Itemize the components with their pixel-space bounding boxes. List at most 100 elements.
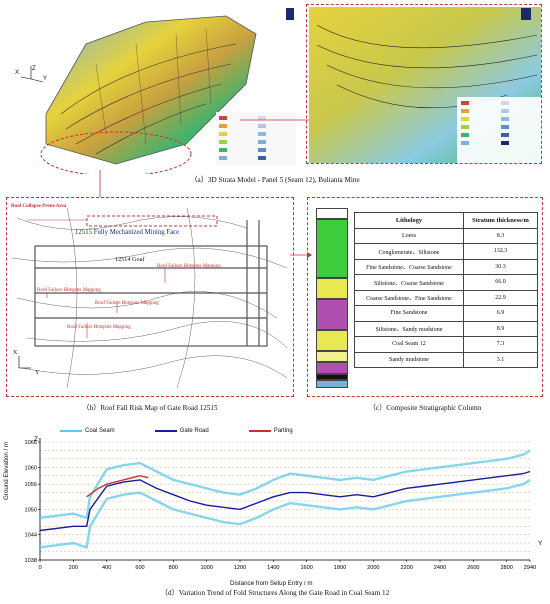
x-tick-label: 1200 bbox=[234, 565, 246, 571]
column-layer bbox=[316, 329, 348, 351]
strat-row: Coal Seam 12 7.3 bbox=[354, 336, 539, 353]
y-tick-label: 1050 bbox=[25, 507, 37, 513]
header-lithology: Lithology bbox=[354, 212, 464, 229]
x-tick-label: 800 bbox=[169, 565, 178, 571]
strat-row: Sandy mudstone 3.1 bbox=[354, 351, 539, 368]
legend-item: Parting bbox=[248, 428, 293, 434]
map-axis-x: X bbox=[13, 350, 18, 356]
map-axis-y: Y bbox=[35, 370, 40, 376]
caption-d: （d）Variation Trend of Fold Structures Al… bbox=[160, 589, 390, 597]
strata-3d-render bbox=[20, 8, 296, 177]
x-tick-label: 2600 bbox=[467, 565, 479, 571]
legend-label: Coal Seam bbox=[85, 428, 115, 434]
strat-row: Loess 8.3 bbox=[354, 227, 539, 244]
lithology-cell: Coarse Sandstone、Fine Sandstone bbox=[354, 289, 464, 306]
coal-seam-floor-line bbox=[39, 478, 531, 549]
y-tick-label: 1060 bbox=[25, 465, 37, 471]
thickness-cell: 66.0 bbox=[462, 274, 539, 291]
series-line-gate-road bbox=[39, 470, 531, 532]
y-tick-label: 1044 bbox=[25, 533, 37, 539]
legend-swatch bbox=[154, 430, 177, 432]
column-layer bbox=[316, 219, 348, 279]
x-axis-label: X bbox=[15, 70, 20, 76]
x-tick-label: 0 bbox=[38, 565, 41, 571]
legend-label: Gate Road bbox=[179, 428, 209, 434]
x-tick-label: 2200 bbox=[400, 565, 412, 571]
x-tick-label: 2800 bbox=[500, 565, 512, 571]
link-arrow bbox=[290, 252, 312, 258]
lithology-cell: Siltstone、Sandy mudstone bbox=[354, 320, 464, 337]
legend-label: Parting bbox=[273, 428, 293, 434]
x-tick-label: 2940 bbox=[524, 565, 536, 571]
hotspot-label-2: Roof Failure Hotspots Mapping bbox=[37, 288, 101, 293]
x-tick-label: 600 bbox=[135, 565, 144, 571]
column-layer bbox=[316, 208, 348, 220]
x-tick-label: 2000 bbox=[367, 565, 379, 571]
hotspot-label-3: Roof Failure Hotspots Mapping bbox=[95, 301, 159, 306]
hotspot-label-1: Roof Failure Hotspots Mapping bbox=[157, 264, 221, 269]
fold-structure-chart: Coal Seam Gate Road Parting 0 200 400 600 800 1… bbox=[0, 420, 550, 590]
column-layer bbox=[316, 380, 348, 388]
x-axis-title: Distance from Setup Entry / m bbox=[230, 580, 313, 587]
y-axis-letter: Y bbox=[538, 540, 543, 547]
lithology-cell: Siltstone、Coarse Sandstone bbox=[354, 274, 464, 291]
lithology-cell: Conglomerate、Siltstone bbox=[354, 243, 464, 260]
x-tick-label: 1600 bbox=[300, 565, 312, 571]
thickness-cell: 7.3 bbox=[462, 336, 539, 353]
z-axis-label: Z bbox=[32, 66, 36, 72]
x-tick-label: 1400 bbox=[267, 565, 279, 571]
thickness-cell: 3.1 bbox=[462, 351, 539, 368]
caption-a: （a）3D Strata Model - Panel 5 (Seam 12), … bbox=[190, 176, 360, 184]
strata-zoom-view bbox=[306, 4, 542, 164]
column-bars bbox=[316, 208, 348, 388]
stratigraphic-column: Lithology Stratum thickness/m Loess 8.3 Co… bbox=[307, 197, 543, 397]
y-tick-label: 1038 bbox=[25, 558, 37, 564]
y-tick-label: 1056 bbox=[25, 482, 37, 488]
header-thickness: Stratum thickness/m bbox=[462, 212, 539, 229]
roof-fall-risk-map: Roof Collapse Prone Area 12515 Fully Mec… bbox=[6, 197, 294, 397]
axis-triad bbox=[20, 66, 44, 83]
y-tick-label: 1066 bbox=[25, 440, 37, 446]
column-layer bbox=[316, 373, 348, 381]
caption-b: （b）Roof Fall Risk Map of Gate Road 12515 bbox=[82, 404, 218, 412]
strat-row: Fine Sandstone 6.9 bbox=[354, 305, 539, 322]
column-layer bbox=[316, 278, 348, 300]
x-tick-label: 1000 bbox=[200, 565, 212, 571]
thickness-cell: 132.3 bbox=[462, 243, 539, 260]
column-layer bbox=[316, 362, 348, 374]
z-axis-letter: Z bbox=[34, 436, 38, 443]
mining-face-label: 12515 Fully Mechanized Mining Face bbox=[75, 229, 180, 236]
strata-3d-model: Z Y X bbox=[6, 4, 296, 177]
goaf-label: 12514 Goaf bbox=[115, 256, 145, 263]
thickness-cell: 22.9 bbox=[462, 289, 539, 306]
thickness-cell: 8.3 bbox=[462, 227, 539, 244]
strat-row: Fine Sandstone、Coarse Sandstone 30.3 bbox=[354, 258, 539, 275]
y-axis-label: Y bbox=[43, 76, 48, 82]
strat-row: Coarse Sandstone、Fine Sandstone 22.9 bbox=[354, 289, 539, 306]
lithology-cell: Fine Sandstone bbox=[354, 305, 464, 322]
lithology-cell: Sandy mudstone bbox=[354, 351, 464, 368]
lithology-cell: Loess bbox=[354, 227, 464, 244]
y-axis-title: Ground Elevation / m bbox=[3, 441, 10, 500]
x-tick-label: 200 bbox=[69, 565, 78, 571]
strat-row: Siltstone、Sandy mudstone 8.9 bbox=[354, 320, 539, 337]
legend-swatch bbox=[248, 430, 271, 432]
thickness-cell: 6.9 bbox=[462, 305, 539, 322]
zoom-connector bbox=[99, 119, 315, 197]
legend-swatch bbox=[60, 430, 82, 432]
thickness-cell: 30.3 bbox=[462, 258, 539, 275]
strat-row: Siltstone、Coarse Sandstone 66.0 bbox=[354, 274, 539, 291]
column-layer bbox=[316, 350, 348, 363]
chart-legend: Coal Seam Gate Road Parting bbox=[60, 428, 293, 434]
chart-svg: 0 200 400 600 800 1000 1200 1400 1600 1800 2000 220… bbox=[25, 438, 536, 571]
roof-collapse-label: Roof Collapse Prone Area bbox=[11, 204, 67, 209]
legend-item: Gate Road bbox=[154, 428, 209, 434]
caption-c: （c）Composite Stratigraphic Column bbox=[368, 404, 482, 412]
x-tick-label: 2400 bbox=[434, 565, 446, 571]
lithology-table: Lithology Stratum thickness/m Loess 8.3 Co… bbox=[354, 212, 539, 368]
x-tick-label: 1800 bbox=[334, 565, 346, 571]
series-line-coal-seam bbox=[39, 449, 531, 520]
lithology-cell: Fine Sandstone、Coarse Sandstone bbox=[354, 258, 464, 275]
column-layer bbox=[316, 299, 348, 330]
hotspot-label-4: Roof Failure Hotspots Mapping bbox=[67, 325, 131, 330]
